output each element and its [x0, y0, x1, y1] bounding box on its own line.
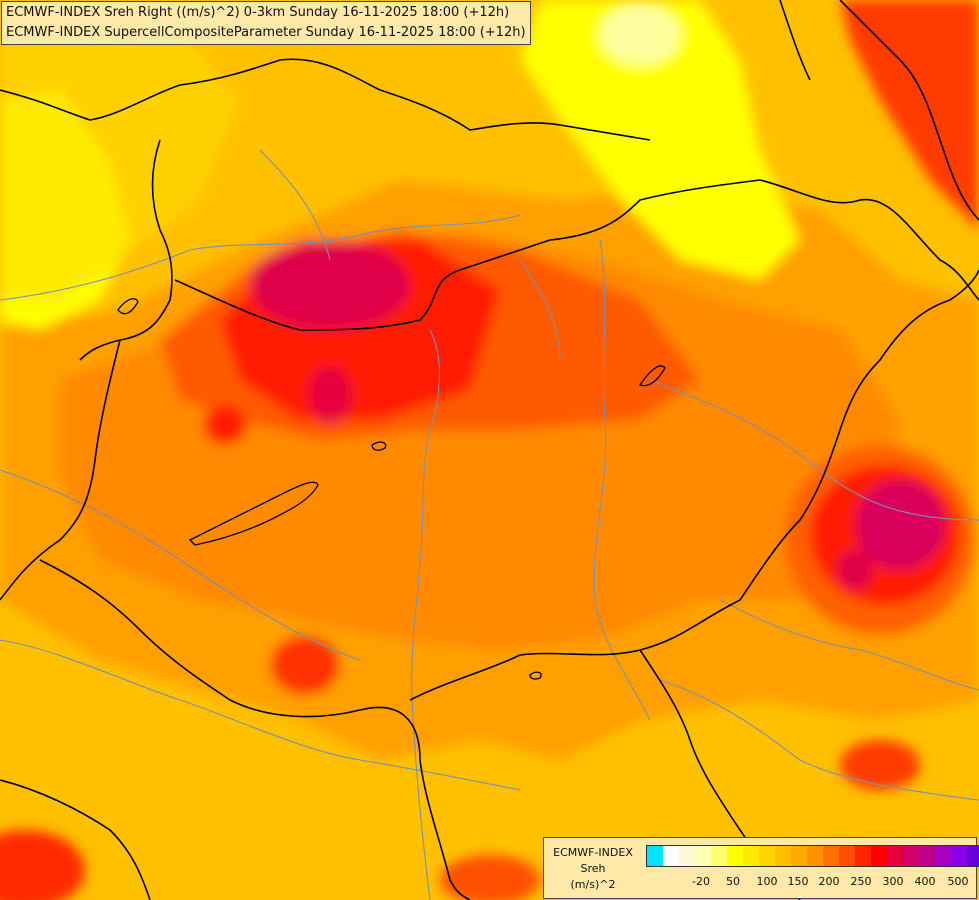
legend-tick: 250: [850, 875, 872, 888]
field-magenta-east-2: [837, 550, 873, 590]
lake-small-1: [371, 441, 387, 451]
legend-swatch: [919, 846, 935, 866]
legend-swatch: [807, 846, 823, 866]
legend-model: ECMWF-INDEX: [553, 846, 633, 859]
field-gold-band-nw: [0, 30, 240, 300]
map-title-line1: ECMWF-INDEX Sreh Right ((m/s)^2) 0-3km S…: [6, 5, 510, 20]
legend-tick: 400: [914, 875, 936, 888]
legend-tick: 150: [787, 875, 809, 888]
legend-swatch: [903, 846, 919, 866]
legend-swatch: [823, 846, 839, 866]
field-red-southeast: [840, 740, 920, 790]
legend-unit: (m/s)^2: [570, 878, 616, 891]
rivers: [0, 149, 979, 900]
legend-swatch: [871, 846, 887, 866]
legend-swatch: [935, 846, 951, 866]
legend-swatch: [887, 846, 903, 866]
lake-small-4: [529, 671, 542, 680]
legend-tick: 100: [756, 875, 778, 888]
lakes: [117, 298, 666, 680]
map-title-box: ECMWF-INDEX Sreh Right ((m/s)^2) 0-3km S…: [1, 1, 531, 45]
legend-swatch: [759, 846, 775, 866]
field-red-small-west: [203, 405, 247, 445]
legend-label: ECMWF-INDEX Sreh (m/s)^2: [548, 845, 638, 893]
legend-swatch: [695, 846, 711, 866]
field-red-s: [440, 855, 540, 900]
legend-swatch: [663, 846, 679, 866]
legend-swatch: [743, 846, 759, 866]
legend-tick: -20: [692, 875, 710, 888]
legend-swatch: [711, 846, 727, 866]
legend-tick: 500: [947, 875, 969, 888]
lake-small-2: [638, 365, 666, 387]
legend-swatch: [791, 846, 807, 866]
legend-swatch: [647, 846, 663, 866]
legend-swatch: [839, 846, 855, 866]
lake-small-3: [117, 298, 139, 315]
legend-param: Sreh: [580, 862, 606, 875]
field-magenta-west: [308, 365, 352, 425]
legend-swatch: [951, 846, 967, 866]
field-magenta-east: [855, 480, 945, 570]
legend-tick: 300: [882, 875, 904, 888]
lake-balaton: [188, 481, 319, 546]
legend-tick: 50: [726, 875, 740, 888]
legend-swatch: [855, 846, 871, 866]
field-yellow-north: [520, 0, 800, 280]
field-red-northeast: [840, 0, 979, 230]
field-red-sw-corner: [0, 830, 85, 900]
legend-swatches: [646, 845, 979, 867]
color-legend: ECMWF-INDEX Sreh (m/s)^2 -20 50 100 150 200 2…: [543, 837, 979, 899]
legend-swatch: [775, 846, 791, 866]
field-magenta-north: [250, 240, 410, 330]
legend-swatch: [967, 846, 979, 866]
legend-swatch: [727, 846, 743, 866]
legend-tick: 200: [818, 875, 840, 888]
map-title-line2: ECMWF-INDEX SupercellCompositeParameter …: [6, 25, 526, 40]
field-lightyellow-north: [600, 5, 680, 65]
field-red-southwest: [270, 635, 340, 695]
legend-ticks: -2050100150200250300400500700: [640, 875, 970, 891]
legend-swatch: [679, 846, 695, 866]
